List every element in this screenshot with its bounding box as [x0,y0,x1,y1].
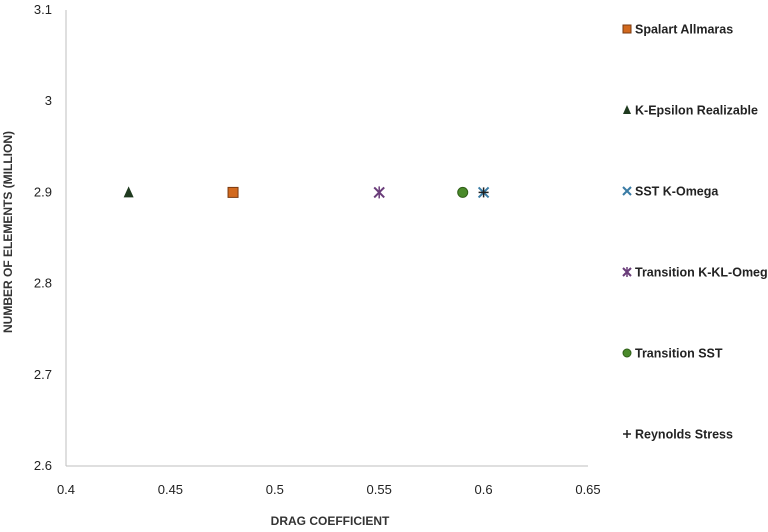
x-tick-label: 0.55 [367,482,392,497]
square-marker [622,24,632,34]
legend-item: Transition SST [622,347,723,361]
x-tick-label: 0.65 [575,482,600,497]
x-tick-label: 0.4 [57,482,75,497]
circle-marker [622,348,632,358]
legend-label: Transition SST [635,347,723,361]
legend-item: Transition K-KL-Omega [622,266,768,280]
legend: Spalart Allmaras K-Epsilon Realizable SST … [622,23,768,442]
y-tick-label: 3 [45,93,52,108]
legend-label: Spalart Allmaras [635,23,733,37]
x-marker [622,186,632,196]
y-tick-labels: 2.6 2.7 2.8 2.9 3 3.1 [34,2,52,473]
legend-item: Reynolds Stress [623,428,733,442]
data-point-transition-sst [457,186,469,198]
x-tick-label: 0.45 [158,482,183,497]
y-axis-title: NUMBER OF ELEMENTS (MILLION) [1,131,15,333]
y-tick-label: 2.6 [34,458,52,473]
x-tick-label: 0.6 [475,482,493,497]
y-tick-label: 3.1 [34,2,52,17]
legend-item: SST K-Omega [622,185,719,199]
data-point-reynolds-stress [478,187,489,198]
y-tick-label: 2.9 [34,184,52,199]
x-tick-label: 0.5 [266,482,284,497]
legend-label: SST K-Omega [635,185,719,199]
legend-label: Reynolds Stress [635,428,733,442]
legend-label: Transition K-KL-Omega [635,266,768,280]
legend-label: K-Epsilon Realizable [635,104,758,118]
data-point-transition-k-kl-omega [373,186,385,199]
legend-item: K-Epsilon Realizable [623,104,758,118]
y-tick-label: 2.8 [34,276,52,291]
data-point-k-epsilon-realizable [123,186,134,198]
y-tick-label: 2.7 [34,367,52,382]
legend-item: Spalart Allmaras [622,23,733,37]
triangle-marker [623,105,631,114]
plus-marker [623,430,631,438]
x-tick-labels: 0.4 0.45 0.5 0.55 0.6 0.65 [57,482,601,497]
data-point-spalart-allmaras [227,186,239,198]
x-axis-title: DRAG COEFFICIENT [271,514,390,528]
star-marker [622,267,632,277]
plot-area [65,10,588,467]
data-points [123,186,490,199]
